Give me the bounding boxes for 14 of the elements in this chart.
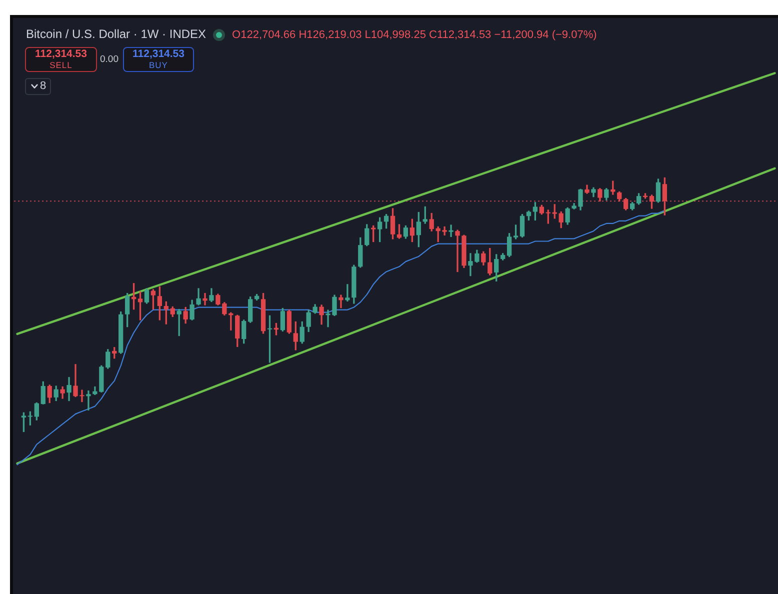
text: 112,314.53	[35, 48, 87, 60]
text: SELL	[50, 60, 72, 70]
text: 112,314.53	[132, 48, 184, 60]
text: 8	[40, 80, 46, 92]
candlestick	[202, 292, 208, 306]
text: 0.00	[100, 54, 118, 65]
chart-subtitle: O122,704.66 H126,219.03 L104,998.25 C112,314.53 −11,200.94 (−9.07%)	[232, 28, 597, 42]
candlestick	[455, 230, 460, 272]
candlestick	[345, 284, 350, 302]
candlestick	[448, 224, 454, 237]
candlestick	[86, 390, 91, 410]
candlestick	[338, 294, 344, 308]
text: BUY	[149, 60, 168, 70]
chart-title: Bitcoin / U.S. Dollar · 1W · INDEX	[26, 27, 206, 42]
